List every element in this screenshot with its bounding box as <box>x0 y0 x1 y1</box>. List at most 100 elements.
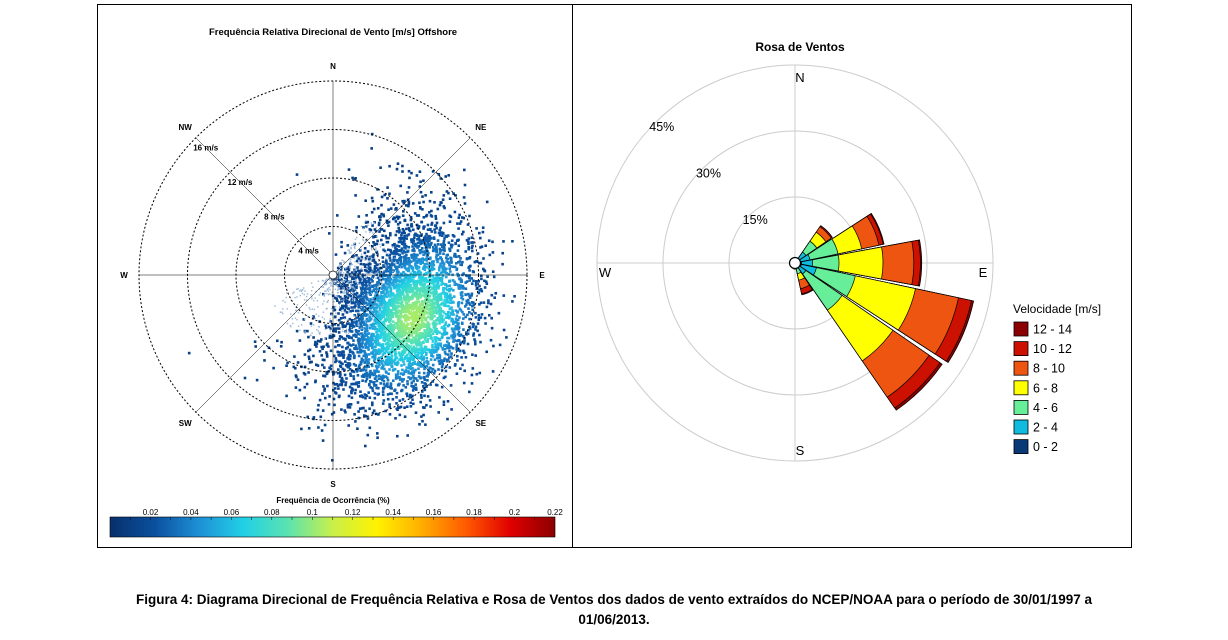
scatter-point <box>431 363 435 367</box>
scatter-point <box>431 311 435 315</box>
scatter-point <box>347 274 350 277</box>
scatter-point <box>380 312 384 315</box>
scatter-point <box>379 246 382 248</box>
scatter-point <box>381 393 385 396</box>
scatter-point <box>393 258 397 261</box>
scatter-point <box>485 200 489 204</box>
scatter-point <box>345 270 347 272</box>
scatter-point <box>333 403 336 407</box>
scatter-point <box>332 370 335 374</box>
scatter-point <box>378 308 382 311</box>
scatter-point <box>347 307 350 311</box>
scatter-point <box>409 352 412 356</box>
scatter-point <box>428 199 432 203</box>
scatter-point <box>382 379 386 383</box>
scatter-point <box>462 230 465 234</box>
scatter-point <box>365 339 368 343</box>
scatter-point <box>458 349 462 353</box>
scatter-point <box>455 268 458 272</box>
scatter-point <box>430 241 433 245</box>
scatter-point <box>317 426 320 429</box>
scatter-point <box>367 348 370 351</box>
scatter-point <box>393 297 397 300</box>
scatter-point <box>370 351 373 354</box>
scatter-point <box>447 353 450 356</box>
scatter-point <box>390 268 393 272</box>
scatter-point <box>385 335 389 338</box>
scatter-point <box>388 268 392 272</box>
scatter-point <box>338 270 340 272</box>
scatter-point <box>391 359 395 363</box>
scatter-point <box>394 373 398 376</box>
scatter-point <box>468 294 471 298</box>
scatter-point <box>410 322 413 326</box>
scatter-point <box>449 215 453 219</box>
scatter-point <box>383 335 386 339</box>
scatter-point <box>413 319 416 322</box>
scatter-point <box>349 336 352 339</box>
scatter-point <box>399 310 403 313</box>
scatter-point <box>442 311 446 314</box>
scatter-point <box>322 385 325 388</box>
scatter-point <box>405 338 409 341</box>
scatter-point <box>344 360 347 363</box>
scatter-point <box>357 306 361 309</box>
scatter-point <box>419 262 423 265</box>
scatter-point <box>379 382 382 385</box>
scatter-point <box>346 272 348 275</box>
scatter-point <box>395 295 399 299</box>
windrose-petal <box>794 239 922 287</box>
scatter-point <box>393 304 397 308</box>
legend-label: 10 - 12 <box>1033 342 1072 356</box>
scatter-point <box>400 351 404 355</box>
scatter-point <box>372 303 375 306</box>
scatter-point <box>403 260 407 264</box>
scatter-point <box>406 353 409 357</box>
scatter-point <box>339 354 343 357</box>
scatter-point <box>386 324 390 328</box>
scatter-point <box>361 281 364 284</box>
scatter-point <box>401 214 405 217</box>
scatter-point <box>389 233 392 237</box>
scatter-point <box>442 376 446 380</box>
scatter-point <box>468 303 472 306</box>
scatter-point <box>430 370 433 373</box>
scatter-point <box>397 245 401 248</box>
scatter-point <box>356 315 358 317</box>
scatter-point <box>445 297 449 300</box>
scatter-point <box>466 342 470 346</box>
scatter-point <box>310 325 313 327</box>
scatter-point <box>456 272 459 276</box>
scatter-point <box>353 244 355 246</box>
scatter-point <box>390 387 393 390</box>
scatter-point <box>296 378 300 381</box>
scatter-point <box>480 274 483 278</box>
scatter-point <box>352 293 354 295</box>
scatter-point <box>400 372 403 375</box>
scatter-point <box>424 289 428 293</box>
scatter-point <box>410 315 414 318</box>
scatter-point <box>398 221 402 224</box>
scatter-point <box>364 323 368 327</box>
scatter-point <box>465 257 469 261</box>
scatter-point <box>407 311 411 315</box>
scatter-point <box>348 289 351 292</box>
scatter-point <box>396 162 400 165</box>
scatter-point <box>357 257 360 260</box>
scatter-point <box>347 265 351 269</box>
scatter-point <box>444 365 448 369</box>
scatter-point <box>374 303 378 306</box>
scatter-point <box>438 315 442 319</box>
scatter-point <box>409 310 413 314</box>
scatter-point <box>421 390 424 393</box>
scatter-point <box>468 327 472 330</box>
scatter-point <box>419 190 423 194</box>
scatter-point <box>431 343 434 347</box>
scatter-point <box>458 222 462 225</box>
scatter-point <box>465 299 469 303</box>
colorbar-tick-label: 0.06 <box>224 508 240 517</box>
scatter-point <box>453 280 456 284</box>
scatter-point <box>369 293 373 296</box>
scatter-point <box>389 293 393 297</box>
scatter-point <box>416 310 419 314</box>
